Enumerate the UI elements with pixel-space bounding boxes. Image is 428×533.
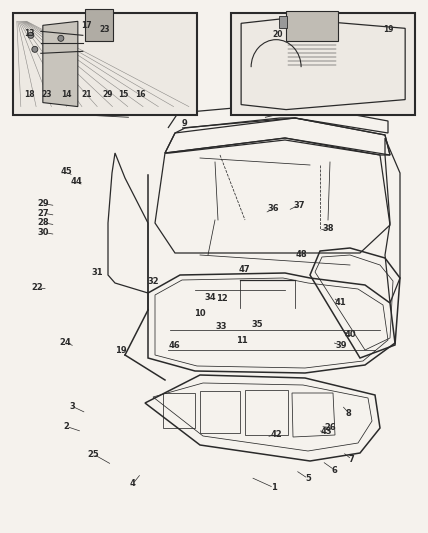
Text: 9: 9 <box>181 119 187 128</box>
Text: 46: 46 <box>169 341 181 350</box>
Text: 43: 43 <box>320 427 332 436</box>
Text: 17: 17 <box>81 21 92 30</box>
Text: 24: 24 <box>59 338 71 346</box>
Text: 2: 2 <box>63 422 69 431</box>
Text: 11: 11 <box>236 336 248 344</box>
Text: 29: 29 <box>103 91 113 99</box>
Text: 34: 34 <box>205 293 217 302</box>
Text: 16: 16 <box>135 91 146 99</box>
Text: 23: 23 <box>41 91 51 99</box>
Bar <box>286 11 338 42</box>
Text: 39: 39 <box>336 341 347 350</box>
Polygon shape <box>43 21 78 107</box>
Text: 44: 44 <box>70 177 82 185</box>
Circle shape <box>32 46 38 52</box>
Text: 8: 8 <box>346 409 352 417</box>
Text: 27: 27 <box>38 209 50 217</box>
Text: 1: 1 <box>271 483 277 492</box>
Text: 3: 3 <box>69 402 75 410</box>
Text: 10: 10 <box>194 309 206 318</box>
Bar <box>279 17 287 28</box>
Text: 30: 30 <box>38 228 49 237</box>
Bar <box>85 9 113 42</box>
Text: 45: 45 <box>60 167 72 176</box>
Text: 18: 18 <box>24 91 34 99</box>
Text: 19: 19 <box>115 346 127 355</box>
Text: 25: 25 <box>87 450 99 458</box>
Text: 15: 15 <box>118 91 128 99</box>
Text: 23: 23 <box>100 25 110 34</box>
Text: 21: 21 <box>81 91 92 99</box>
Text: 22: 22 <box>32 284 44 292</box>
Text: 41: 41 <box>334 298 346 307</box>
Text: 40: 40 <box>344 330 356 339</box>
Text: 36: 36 <box>267 205 279 213</box>
Text: 7188 3500 C: 7188 3500 C <box>13 15 91 28</box>
Text: 7: 7 <box>349 455 355 464</box>
Text: 13: 13 <box>24 29 34 37</box>
Text: 28: 28 <box>38 219 50 227</box>
Text: 38: 38 <box>323 224 334 232</box>
Text: 12: 12 <box>216 294 228 303</box>
Text: 19: 19 <box>383 25 394 34</box>
Text: 48: 48 <box>296 251 308 259</box>
Text: 26: 26 <box>324 423 336 432</box>
Bar <box>13 13 197 115</box>
Text: 42: 42 <box>270 430 282 439</box>
Text: 35: 35 <box>252 320 264 328</box>
Text: 37: 37 <box>293 201 304 209</box>
Text: 20: 20 <box>272 30 282 39</box>
Text: 32: 32 <box>147 277 159 286</box>
Text: 47: 47 <box>239 265 251 273</box>
Text: 4: 4 <box>130 480 136 488</box>
Text: 5: 5 <box>305 474 311 483</box>
Text: 14: 14 <box>61 91 71 99</box>
Text: 6: 6 <box>332 466 338 474</box>
Text: 29: 29 <box>38 199 50 208</box>
Circle shape <box>58 35 64 42</box>
Circle shape <box>28 33 34 38</box>
Text: 31: 31 <box>92 269 104 277</box>
Text: 33: 33 <box>216 322 227 330</box>
Bar <box>231 13 415 115</box>
